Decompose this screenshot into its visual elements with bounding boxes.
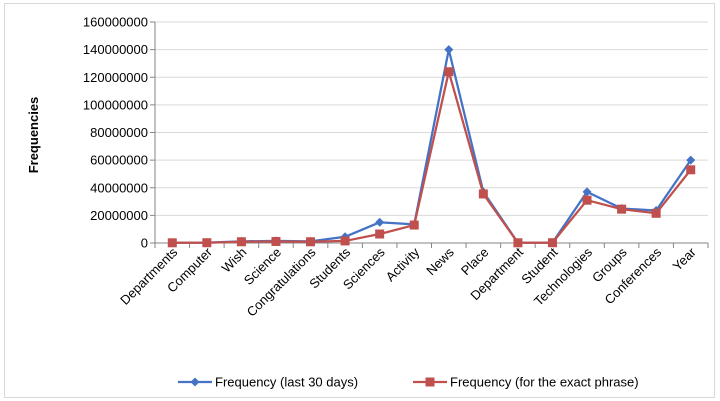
x-tick-label: Wish — [218, 245, 249, 276]
y-axis-label: Frequencies — [26, 97, 41, 174]
y-axis-ticks: 0 20000000 40000000 60000000 80000000 1000000… — [83, 15, 155, 251]
legend-marker — [190, 377, 200, 387]
chart-frame — [4, 3, 715, 398]
data-point — [236, 237, 246, 247]
x-tick-label: Activity — [383, 244, 423, 284]
y-tick-label: 160000000 — [83, 15, 148, 30]
legend-item: Frequency (last 30 days) — [178, 375, 358, 390]
legend-label: Frequency (last 30 days) — [215, 375, 358, 390]
x-tick-label: Departments — [117, 244, 181, 308]
y-tick-label: 40000000 — [90, 180, 148, 195]
data-point — [617, 204, 627, 214]
series-2 — [167, 67, 696, 248]
gridlines — [155, 21, 708, 216]
data-point — [340, 236, 350, 246]
x-tick-label: News — [423, 244, 457, 278]
data-point — [409, 220, 419, 230]
y-tick-label: 0 — [141, 236, 148, 251]
y-tick-label: 20000000 — [90, 208, 148, 223]
data-point — [375, 229, 385, 239]
data-point — [444, 67, 454, 77]
data-point — [547, 238, 557, 248]
data-point — [271, 236, 281, 246]
data-point — [651, 208, 661, 218]
data-point — [478, 189, 488, 199]
data-point — [686, 155, 696, 165]
data-point — [167, 238, 177, 248]
data-point — [375, 217, 385, 227]
legend-marker — [425, 377, 435, 387]
data-point — [513, 238, 523, 248]
y-tick-label: 60000000 — [90, 153, 148, 168]
data-point — [582, 195, 592, 205]
legend: Frequency (last 30 days) Frequency (for t… — [178, 375, 639, 390]
legend-item: Frequency (for the exact phrase) — [413, 375, 639, 390]
data-point — [582, 187, 592, 197]
series-group — [167, 45, 696, 248]
x-tick-label: Year — [670, 244, 700, 274]
legend-label: Frequency (for the exact phrase) — [450, 375, 639, 390]
data-point — [202, 238, 212, 248]
data-point — [686, 165, 696, 175]
y-tick-label: 120000000 — [83, 70, 148, 85]
data-point — [444, 45, 454, 55]
y-tick-label: 140000000 — [83, 42, 148, 57]
y-tick-label: 80000000 — [90, 125, 148, 140]
data-point — [306, 237, 316, 247]
y-tick-label: 100000000 — [83, 97, 148, 112]
series-line — [172, 70, 692, 244]
